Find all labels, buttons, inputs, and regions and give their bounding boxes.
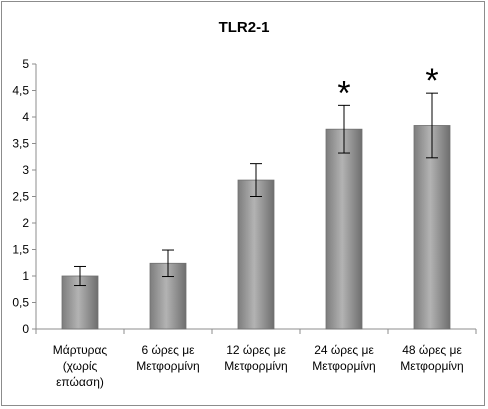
x-category-label: 48 ώρες με bbox=[402, 343, 462, 357]
y-tick-label: 5 bbox=[22, 57, 29, 71]
x-category-label: (χωρίς bbox=[63, 359, 98, 373]
x-category-label: Μάρτυρας bbox=[53, 343, 108, 357]
x-category-label: 6 ώρες με bbox=[142, 343, 196, 357]
x-category-label: Μετφορμίνη bbox=[136, 359, 199, 373]
bars bbox=[61, 125, 451, 330]
chart-title: TLR2-1 bbox=[219, 19, 270, 36]
x-category-label: επώαση) bbox=[56, 375, 104, 389]
x-axis-categories: Μάρτυρας (χωρίς επώαση) 6 ώρες με Μετφορμίνη… bbox=[53, 343, 464, 389]
x-category-label: 24 ώρες με bbox=[314, 343, 374, 357]
x-category-label: Μετφορμίνη bbox=[224, 359, 287, 373]
x-category-label: Μετφορμίνη bbox=[400, 359, 463, 373]
y-tick-label: 0,5 bbox=[12, 296, 29, 310]
y-tick-label: 4 bbox=[22, 110, 29, 124]
y-tick-label: 1,5 bbox=[12, 243, 29, 257]
bar bbox=[237, 179, 275, 330]
error-bars bbox=[74, 92, 438, 287]
significance-star: * bbox=[425, 62, 438, 100]
y-tick-label: 2 bbox=[22, 216, 29, 230]
x-category-label: Μετφορμίνη bbox=[312, 359, 375, 373]
y-axis-ticks: 0 0,5 1 1,5 2 2,5 3 3,5 4 4,5 5 bbox=[12, 57, 36, 336]
y-tick-label: 2,5 bbox=[12, 190, 29, 204]
bar bbox=[413, 125, 451, 330]
bar bbox=[325, 128, 363, 330]
y-tick-label: 0 bbox=[22, 322, 29, 336]
y-tick-label: 4,5 bbox=[12, 84, 29, 98]
y-tick-label: 3,5 bbox=[12, 137, 29, 151]
y-tick-label: 1 bbox=[22, 269, 29, 283]
significance-markers: * * bbox=[337, 62, 438, 112]
significance-star: * bbox=[337, 74, 350, 112]
y-tick-label: 3 bbox=[22, 163, 29, 177]
x-category-label: 12 ώρες με bbox=[226, 343, 286, 357]
